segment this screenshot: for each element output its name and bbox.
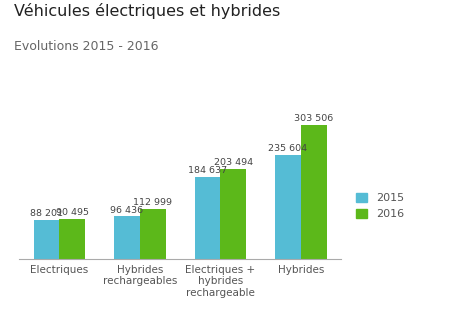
Text: 184 637: 184 637 — [188, 166, 227, 175]
Text: 96 436: 96 436 — [110, 206, 144, 214]
Text: 88 201: 88 201 — [30, 209, 63, 218]
Text: 303 506: 303 506 — [294, 114, 333, 123]
Bar — [114, 216, 140, 259]
Text: 112 999: 112 999 — [133, 198, 172, 207]
Text: Automobile Propre: Automobile Propre — [290, 27, 431, 40]
Bar — [220, 169, 246, 259]
Text: Véhicules électriques et hybrides: Véhicules électriques et hybrides — [14, 3, 281, 19]
Bar — [34, 220, 59, 259]
Text: Evolutions 2015 - 2016: Evolutions 2015 - 2016 — [14, 40, 159, 53]
Bar — [59, 219, 85, 259]
Text: 235 604: 235 604 — [268, 144, 308, 153]
Text: 90 495: 90 495 — [56, 208, 89, 217]
Text: 203 494: 203 494 — [214, 158, 253, 167]
Bar — [301, 124, 327, 259]
Bar — [140, 209, 165, 259]
Bar — [195, 177, 220, 259]
Legend: 2015, 2016: 2015, 2016 — [356, 193, 404, 219]
Bar — [275, 155, 301, 259]
